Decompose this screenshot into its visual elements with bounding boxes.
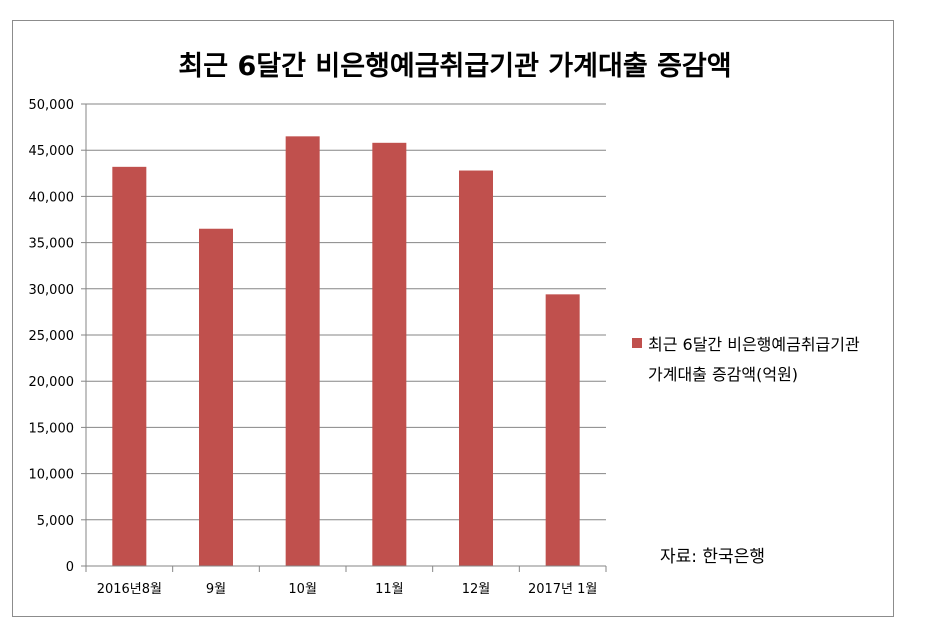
legend: 최근 6달간 비은행예금취급기관 가계대출 증감액(억원) [632,335,860,384]
legend-label-line-2: 가계대출 증감액(억원) [648,365,798,384]
bar-series [112,136,580,567]
bar [285,136,320,566]
y-tick-label: 0 [66,560,74,575]
y-tick-label: 20,000 [29,375,75,390]
chart-title: 최근 6달간 비은행예금취급기관 가계대출 증감액 [178,51,731,82]
x-tick-label: 11월 [375,582,404,597]
y-tick-label: 50,000 [29,98,75,113]
y-tick-label: 25,000 [29,329,75,344]
x-tick-label: 9월 [206,582,226,597]
y-tick-label: 30,000 [29,283,75,298]
legend-swatch [632,338,642,348]
y-tick-label: 45,000 [29,144,75,159]
bar [545,294,580,566]
axes: 0 5,000 10,000 15,000 20,000 25,000 30,000 35,0… [29,98,607,597]
source-annotation: 자료: 한국은행 [660,547,765,567]
x-tick-label: 2016년8월 [97,582,162,597]
y-tick-label: 40,000 [29,190,75,205]
legend-label-line-1: 최근 6달간 비은행예금취급기관 [648,335,860,354]
x-tick-label: 10월 [288,582,317,597]
gridlines [86,103,606,521]
bar [199,228,233,567]
y-tick-label: 35,000 [29,237,75,252]
y-tick-label: 5,000 [37,514,74,529]
x-tick-label: 2017년 1월 [528,582,597,597]
bar [372,142,407,567]
y-tick-label: 10,000 [29,468,75,483]
bar [112,166,147,566]
chart-frame [12,20,894,617]
y-tick-label: 15,000 [29,421,75,436]
x-tick-label: 12월 [462,582,491,597]
bar [459,170,493,566]
